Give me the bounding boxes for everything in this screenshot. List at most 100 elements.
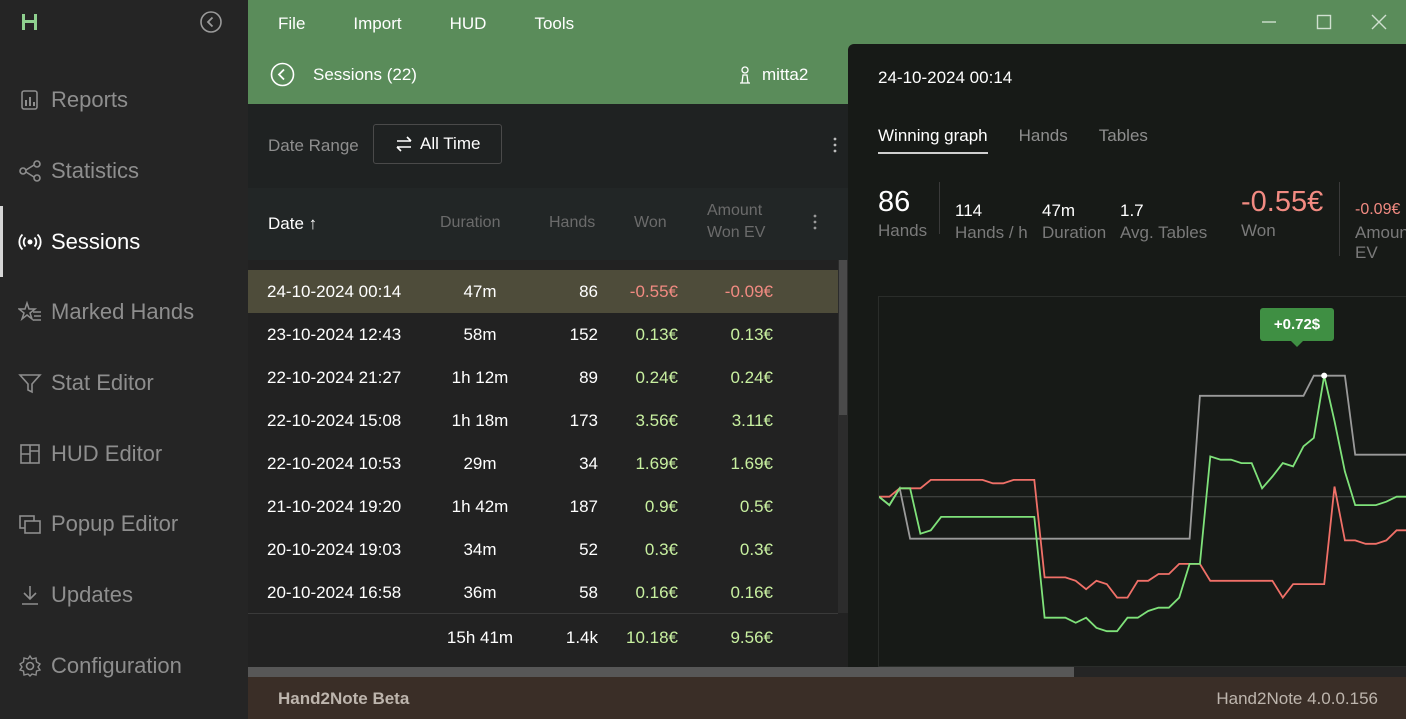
menu-file[interactable]: File <box>278 14 306 33</box>
column-options-icon[interactable] <box>813 214 817 230</box>
cell-won: 0.16€ <box>635 583 678 602</box>
sessions-header: Sessions (22) <box>270 62 417 87</box>
cell-duration: 1h 18m <box>451 411 509 430</box>
sidebar-item-sessions[interactable]: Sessions <box>0 206 248 277</box>
table-row[interactable]: 20-10-2024 16:58 36m 58 0.16€ 0.16€ <box>248 571 838 614</box>
cell-hands: 86 <box>579 282 598 301</box>
cell-date: 23-10-2024 12:43 <box>267 325 402 344</box>
cell-won: 0.24€ <box>635 368 678 387</box>
minimize-icon <box>1261 21 1276 23</box>
more-options-icon[interactable] <box>833 137 837 153</box>
stat-tables-value: 1.7 <box>1120 201 1144 220</box>
close-icon <box>1371 14 1386 30</box>
date-range-label: Date Range <box>268 136 359 155</box>
total-won: 10.18€ <box>626 628 678 647</box>
column-won[interactable]: Won <box>634 214 667 231</box>
sidebar-item-label: HUD Editor <box>51 440 163 466</box>
table-row[interactable]: 22-10-2024 15:08 1h 18m 173 3.56€ 3.11€ <box>248 399 838 442</box>
menu-import[interactable]: Import <box>353 14 402 33</box>
table-row[interactable]: 23-10-2024 12:43 58m 152 0.13€ 0.13€ <box>248 313 838 356</box>
cell-won: 0.9€ <box>644 497 678 516</box>
sidebar-item-statistics[interactable]: Statistics <box>0 136 248 207</box>
collapse-sidebar-icon[interactable] <box>200 11 222 33</box>
user-indicator[interactable]: mitta2 <box>738 65 808 85</box>
column-amount-won-ev-line1[interactable]: Amount <box>707 202 763 219</box>
tab-hands[interactable]: Hands <box>1018 126 1068 145</box>
sidebar-item-marked-hands[interactable]: Marked Hands <box>0 277 248 348</box>
pawn-icon <box>740 66 750 84</box>
cell-hands: 52 <box>579 540 598 559</box>
stat-hph-label: Hands / h <box>955 223 1028 242</box>
maximize-icon <box>1316 14 1331 30</box>
table-row[interactable]: 22-10-2024 21:27 1h 12m 89 0.24€ 0.24€ <box>248 356 838 399</box>
cell-won: 3.56€ <box>635 411 678 430</box>
sidebar-item-stat-editor[interactable]: Stat Editor <box>0 348 248 419</box>
horizontal-scrollbar-thumb[interactable] <box>248 667 1074 677</box>
sidebar-item-label: Marked Hands <box>51 299 195 325</box>
stat-won: -0.55€ Won <box>1241 186 1323 241</box>
user-name: mitta2 <box>762 65 809 84</box>
cell-date: 22-10-2024 15:08 <box>267 411 402 430</box>
cell-date: 20-10-2024 19:03 <box>267 540 402 559</box>
menu-hud[interactable]: HUD <box>449 14 487 33</box>
total-hands: 1.4k <box>565 628 598 647</box>
cell-won: -0.55€ <box>629 282 678 301</box>
sidebar-nav: Reports Statistics Sessions Marked Hands… <box>0 65 248 701</box>
winning-graph-chart <box>878 372 1406 633</box>
sidebar-item-label: Popup Editor <box>51 511 179 537</box>
table-row[interactable]: 20-10-2024 19:03 34m 52 0.3€ 0.3€ <box>248 528 838 571</box>
column-hands[interactable]: Hands <box>549 214 596 231</box>
menu-tools[interactable]: Tools <box>534 14 575 33</box>
menu-bar: File Import HUD Tools <box>278 14 622 34</box>
total-duration: 15h 41m <box>446 628 514 647</box>
app-name: Hand2Note Beta <box>278 689 410 708</box>
minimize-button[interactable] <box>1241 0 1296 44</box>
sidebar: Reports Statistics Sessions Marked Hands… <box>0 0 248 719</box>
column-date[interactable]: Date ↑ <box>268 214 318 233</box>
table-scrollbar[interactable] <box>838 260 848 613</box>
column-amount-won-ev-line2[interactable]: Won EV <box>707 224 766 241</box>
date-range-button[interactable]: All Time <box>373 124 502 164</box>
swap-arrows-icon <box>396 136 412 152</box>
cell-date: 20-10-2024 16:58 <box>267 583 402 602</box>
cell-duration: 58m <box>463 325 497 344</box>
stat-duration-label: Duration <box>1042 223 1107 242</box>
stat-ev-label-line1: Amoun <box>1355 223 1406 242</box>
cell-duration: 36m <box>463 583 497 602</box>
table-row[interactable]: 22-10-2024 10:53 29m 34 1.69€ 1.69€ <box>248 442 838 485</box>
popup-editor-icon <box>19 515 41 535</box>
hud-editor-icon <box>20 443 40 464</box>
cell-hands: 187 <box>569 497 598 516</box>
highlight-point[interactable] <box>1321 372 1328 379</box>
cell-ev: 0.13€ <box>730 325 773 344</box>
detail-tabs: Winning graph Hands Tables <box>878 126 1179 154</box>
cell-ev: 1.69€ <box>730 454 773 473</box>
back-arrow-icon[interactable] <box>270 62 295 87</box>
sidebar-item-label: Sessions <box>51 228 141 254</box>
horizontal-scrollbar[interactable] <box>248 667 1406 677</box>
table-scrollbar-thumb[interactable] <box>839 260 847 415</box>
graph-series-1 <box>879 478 1406 600</box>
hand2note-logo-icon <box>22 14 37 30</box>
table-row[interactable]: 24-10-2024 00:14 47m 86 -0.55€ -0.09€ <box>248 270 838 313</box>
table-row[interactable]: 21-10-2024 19:20 1h 42m 187 0.9€ 0.5€ <box>248 485 838 528</box>
sidebar-item-popup-editor[interactable]: Popup Editor <box>0 489 248 560</box>
cell-won: 0.13€ <box>635 325 678 344</box>
stat-divider <box>1339 182 1340 256</box>
sidebar-item-hud-editor[interactable]: HUD Editor <box>0 418 248 489</box>
stat-amount-won-ev: -0.09€ Amoun EV <box>1355 201 1406 263</box>
graph-series-0 <box>878 375 1406 633</box>
tab-tables[interactable]: Tables <box>1098 126 1148 145</box>
graph-series-2 <box>878 374 1406 540</box>
sidebar-item-configuration[interactable]: Configuration <box>0 631 248 702</box>
cell-hands: 173 <box>569 411 598 430</box>
stat-hands-value: 86 <box>878 186 911 218</box>
sidebar-item-reports[interactable]: Reports <box>0 65 248 136</box>
window-controls <box>1241 0 1406 44</box>
sidebar-item-updates[interactable]: Updates <box>0 560 248 631</box>
close-button[interactable] <box>1351 0 1406 44</box>
tab-winning-graph[interactable]: Winning graph <box>878 126 988 154</box>
maximize-button[interactable] <box>1296 0 1351 44</box>
column-duration[interactable]: Duration <box>440 214 501 231</box>
